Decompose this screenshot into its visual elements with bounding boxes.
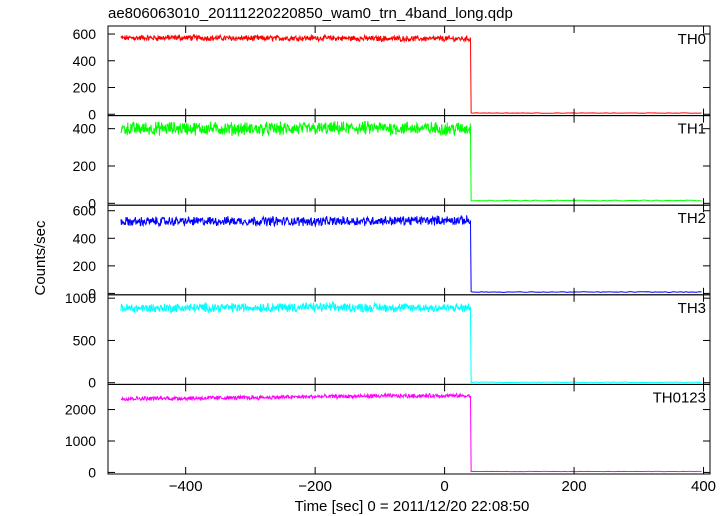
series-line-th2 [120,215,702,293]
y-tick-label: 2000 [65,402,96,418]
series-line-th0 [120,33,702,114]
x-tick-label: 400 [691,478,716,495]
y-tick-label: 0 [88,375,96,391]
chart-title: ae806063010_20111220220850_wam0_trn_4ban… [108,5,513,22]
x-tick-label: 200 [562,478,587,495]
y-tick-label: 600 [73,203,97,219]
panels: 0 200 400 600 TH0 0 200 400 TH1 0 200 400 600 TH2 0 500… [65,25,716,495]
y-tick-label: 0 [88,195,96,211]
panel-th0: 0 200 400 600 TH0 [73,25,711,122]
y-tick-label: 200 [73,80,97,96]
y-axis-label: Counts/sec [32,220,49,296]
panel-th3: 0 500 1000 TH3 [65,290,711,391]
panel-th1: 0 200 400 TH1 [73,115,711,211]
panel-label: TH0123 [653,389,706,406]
y-tick-label: 500 [73,332,97,348]
series-line-th3 [120,300,702,384]
y-tick-label: 200 [73,158,97,174]
series-line-th0123 [120,392,702,473]
y-tick-label: 400 [73,121,97,137]
panel-label: TH0 [678,31,706,48]
y-tick-label: 1000 [65,290,96,306]
panel-label: TH3 [678,300,706,317]
y-tick-label: 0 [88,285,96,301]
x-tick-label: 0 [440,478,448,495]
y-tick-label: 200 [73,258,97,274]
y-tick-label: 1000 [65,433,96,449]
y-tick-label: 400 [73,230,97,246]
x-axis-label: Time [sec] 0 = 2011/12/20 22:08:50 [295,498,530,515]
y-tick-label: 0 [88,106,96,122]
panel-frame [107,383,711,475]
panel-label: TH1 [678,121,706,138]
panel-label: TH2 [678,210,706,227]
x-tick-label: −200 [298,478,332,495]
y-tick-label: 0 [88,464,96,480]
x-tick-label: −400 [169,478,203,495]
panel-th0123: 0 1000 2000 TH0123 [65,383,711,480]
series-line-th1 [120,120,702,202]
y-tick-label: 400 [73,53,97,69]
y-tick-label: 600 [73,26,97,42]
panel-th2: 0 200 400 600 TH2 [73,203,711,301]
